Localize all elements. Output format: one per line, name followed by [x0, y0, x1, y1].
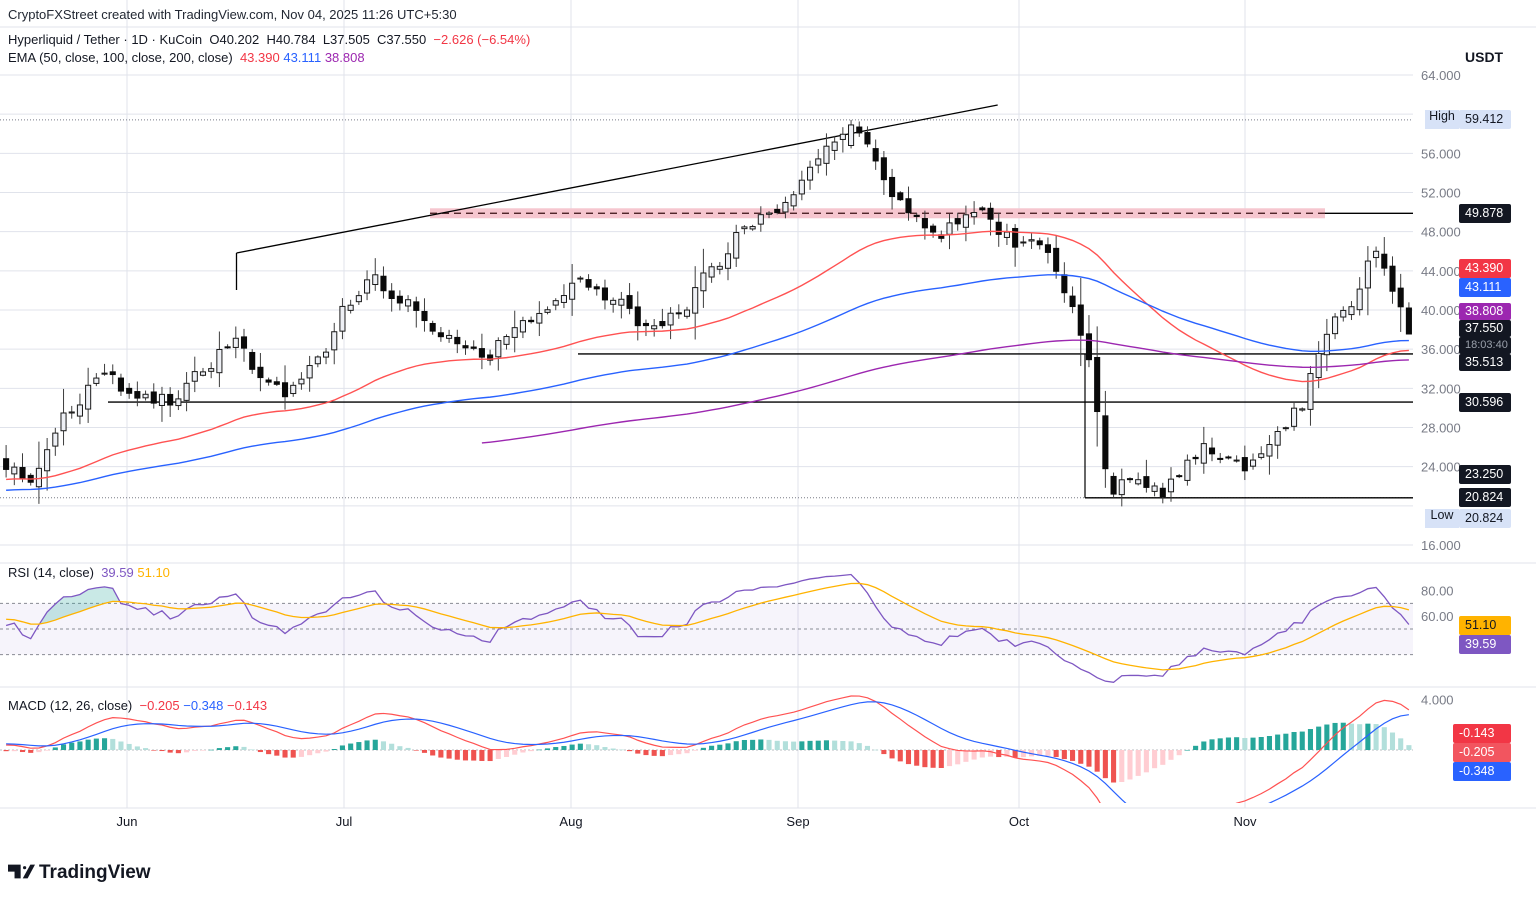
svg-text:Aug: Aug	[559, 814, 582, 829]
svg-text:56.000: 56.000	[1421, 146, 1461, 161]
svg-text:Jul: Jul	[336, 814, 353, 829]
svg-text:36.000: 36.000	[1421, 342, 1461, 357]
svg-text:Sep: Sep	[786, 814, 809, 829]
svg-text:64.000: 64.000	[1421, 68, 1461, 83]
svg-text:28.000: 28.000	[1421, 421, 1461, 436]
svg-text:40.000: 40.000	[1421, 303, 1461, 318]
svg-text:44.000: 44.000	[1421, 264, 1461, 279]
svg-text:52.000: 52.000	[1421, 186, 1461, 201]
svg-text:4.000: 4.000	[1421, 693, 1454, 708]
svg-text:Oct: Oct	[1009, 814, 1030, 829]
svg-text:60.00: 60.00	[1421, 609, 1454, 624]
svg-text:16.000: 16.000	[1421, 538, 1461, 553]
svg-text:48.000: 48.000	[1421, 225, 1461, 240]
svg-text:24.000: 24.000	[1421, 460, 1461, 475]
svg-text:Nov: Nov	[1233, 814, 1257, 829]
svg-text:80.00: 80.00	[1421, 584, 1454, 599]
svg-text:Jun: Jun	[117, 814, 138, 829]
svg-text:32.000: 32.000	[1421, 381, 1461, 396]
